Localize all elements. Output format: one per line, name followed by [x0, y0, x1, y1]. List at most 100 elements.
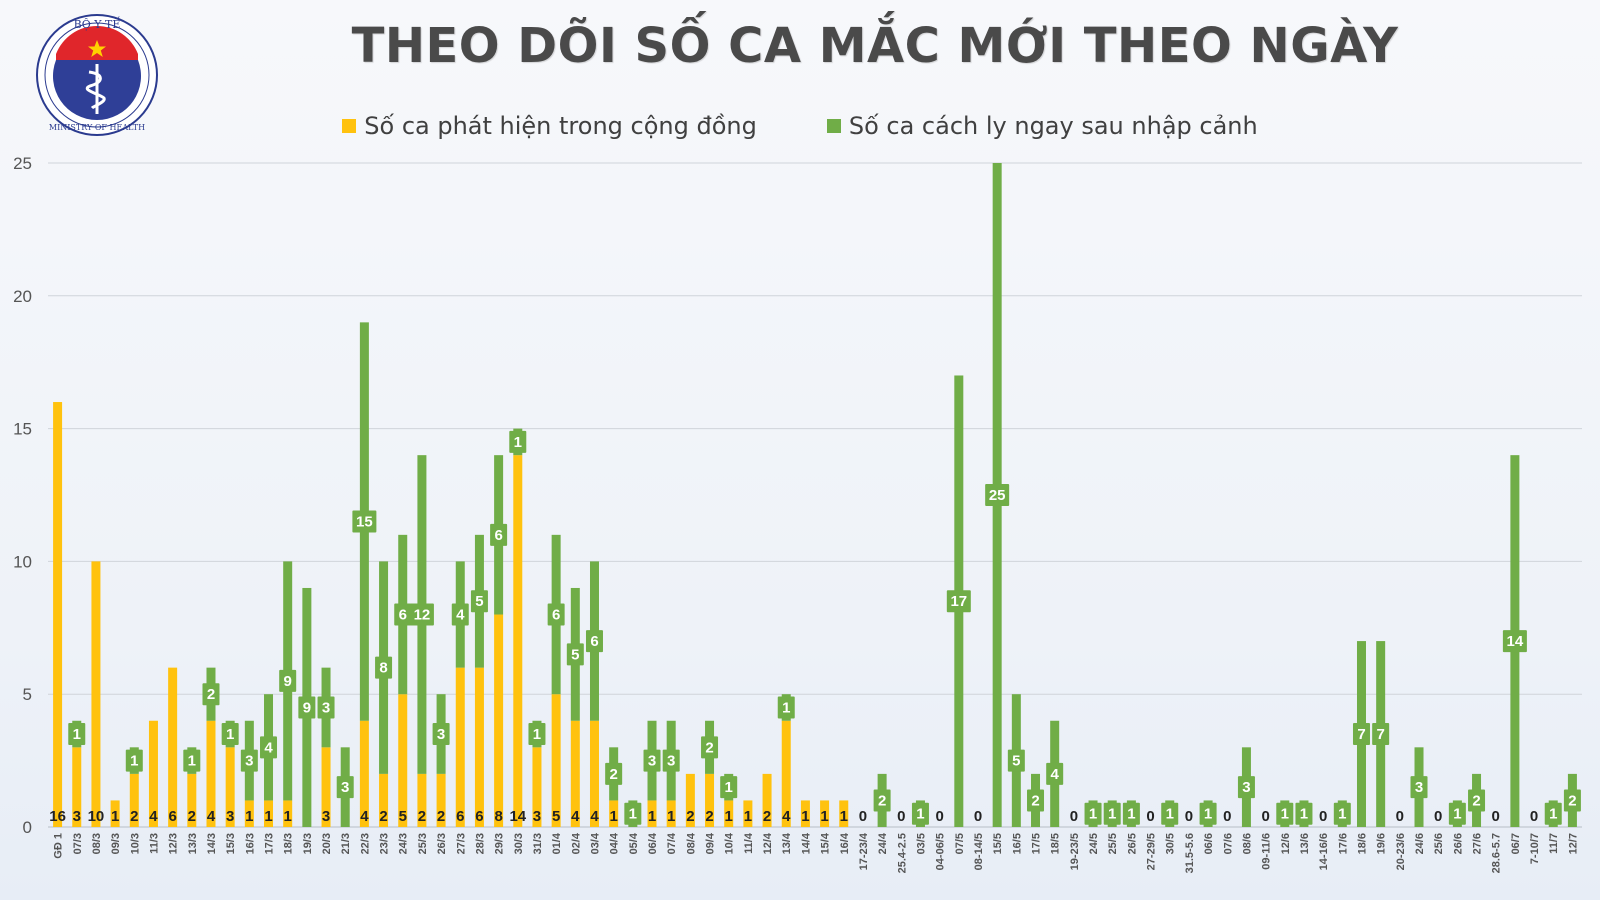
x-tick-label: 22/3	[359, 833, 371, 854]
data-label-box-quarantine	[432, 723, 450, 746]
data-label-community: 1	[284, 808, 292, 825]
data-label-box-quarantine	[1448, 802, 1466, 825]
x-tick-label: 11/7	[1548, 833, 1560, 854]
data-label-community: 6	[456, 808, 464, 825]
data-label-box-quarantine	[1199, 802, 1217, 825]
bar-community	[264, 800, 274, 827]
data-label-quarantine: 3	[1415, 779, 1423, 796]
x-tick-label: 04-06/5	[935, 833, 947, 870]
x-tick-label: 28.6-5.7	[1491, 833, 1503, 873]
data-label-community: 2	[686, 808, 694, 825]
data-label-box-quarantine	[202, 683, 220, 706]
x-tick-label: 20-23/6	[1395, 833, 1407, 870]
data-label-quarantine: 5	[1012, 753, 1020, 770]
x-tick-label: 17/6	[1337, 833, 1349, 854]
bar-community	[609, 800, 619, 827]
bar-community	[532, 747, 542, 827]
data-label-quarantine: 1	[533, 726, 541, 743]
data-label-community: 1	[667, 808, 675, 825]
x-tick-label: 26/5	[1126, 833, 1138, 854]
y-tick-label: 25	[13, 154, 32, 173]
x-tick-label: 20/3	[321, 833, 333, 854]
data-label-quarantine: 1	[1300, 806, 1308, 823]
data-label-box-quarantine	[777, 696, 795, 719]
x-tick-label: 24/6	[1414, 833, 1426, 854]
data-label-box-quarantine	[1410, 776, 1428, 799]
data-label-quarantine: 3	[341, 779, 349, 796]
data-label-zero: 0	[897, 808, 905, 825]
data-label-quarantine: 1	[1338, 806, 1346, 823]
x-tick-label: 12/3	[168, 833, 180, 854]
data-label-quarantine: 6	[552, 607, 560, 624]
data-label-quarantine: 25	[989, 487, 1006, 504]
data-label-community: 2	[379, 808, 387, 825]
bar-community	[589, 720, 599, 827]
bar-community	[72, 747, 82, 827]
data-label-community: 1	[111, 808, 119, 825]
data-label-quarantine: 1	[1166, 806, 1174, 823]
x-tick-label: 25/3	[417, 833, 429, 854]
data-label-quarantine: 6	[399, 607, 407, 624]
x-tick-label: 10/4	[724, 832, 736, 854]
data-label-box-quarantine	[451, 603, 469, 626]
x-tick-label: 23/3	[379, 833, 391, 854]
data-label-community: 3	[73, 808, 81, 825]
x-tick-label: 30/3	[513, 833, 525, 854]
data-label-quarantine: 12	[414, 607, 431, 624]
data-label-quarantine: 9	[284, 673, 292, 690]
x-tick-label: 25.4-2.5	[896, 833, 908, 873]
x-tick-label: 17-23/4	[858, 832, 870, 870]
x-tick-label: 16/3	[244, 833, 256, 854]
bar-community	[551, 694, 561, 827]
x-tick-label: 19-23/5	[1069, 833, 1081, 870]
data-label-quarantine: 1	[1108, 806, 1116, 823]
data-label-box-quarantine	[260, 736, 278, 759]
data-label-box-quarantine	[1295, 802, 1313, 825]
x-tick-label: 12/6	[1280, 833, 1292, 854]
data-label-quarantine: 6	[590, 633, 598, 650]
logo-bottom-text: MINISTRY OF HEALTH	[49, 123, 145, 132]
x-tick-label: 18/6	[1356, 833, 1368, 854]
x-tick-label: 01/4	[551, 832, 563, 854]
bar-community	[53, 402, 63, 827]
data-label-box-quarantine	[946, 590, 971, 613]
data-label-quarantine: 3	[667, 753, 675, 770]
bar-community	[762, 773, 772, 827]
x-tick-label: 14-16/6	[1318, 833, 1330, 870]
data-label-quarantine: 3	[245, 753, 253, 770]
legend-label-quarantine: Số ca cách ly ngay sau nhập cảnh	[848, 112, 1258, 140]
data-label-box-quarantine	[317, 696, 335, 719]
data-label-box-quarantine	[1103, 802, 1121, 825]
data-label-quarantine: 5	[571, 646, 579, 663]
bar-community	[379, 773, 389, 827]
data-label-community: 4	[207, 808, 216, 825]
x-tick-label: 29/3	[494, 833, 506, 854]
x-tick-label: 25/6	[1433, 833, 1445, 854]
data-label-zero: 0	[974, 808, 982, 825]
data-label-box-quarantine	[985, 484, 1010, 506]
x-tick-label: 10/3	[129, 833, 141, 854]
data-label-box-quarantine	[509, 430, 527, 453]
data-label-box-quarantine	[470, 590, 488, 613]
data-label-quarantine: 1	[130, 753, 138, 770]
logo-top-text: BỘ Y TẾ	[74, 16, 121, 31]
data-label-box-quarantine	[1563, 789, 1581, 812]
x-tick-label: 25/5	[1107, 833, 1119, 854]
data-label-box-quarantine	[1276, 802, 1294, 825]
x-tick-label: 21/3	[340, 833, 352, 854]
data-label-quarantine: 3	[322, 699, 330, 716]
data-label-quarantine: 17	[950, 593, 967, 610]
data-label-quarantine: 1	[1453, 806, 1461, 823]
x-tick-label: 14/4	[800, 832, 812, 854]
x-tick-label: 09/4	[705, 832, 717, 854]
data-label-box-quarantine	[221, 723, 239, 746]
data-label-community: 4	[782, 808, 791, 825]
data-label-quarantine: 14	[1507, 633, 1524, 650]
data-label-quarantine: 8	[379, 660, 387, 677]
y-tick-label: 0	[23, 818, 32, 837]
bar-community	[91, 561, 101, 827]
data-label-box-quarantine	[336, 776, 354, 799]
x-tick-label: 11/3	[148, 833, 160, 854]
bar-community	[494, 614, 504, 827]
